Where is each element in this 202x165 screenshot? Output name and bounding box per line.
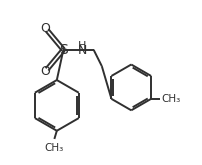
Text: CH₃: CH₃ (161, 94, 181, 104)
Text: CH₃: CH₃ (45, 143, 64, 153)
Text: O: O (40, 65, 50, 78)
Text: H: H (78, 41, 86, 51)
Text: O: O (40, 22, 50, 35)
Text: S: S (59, 43, 68, 57)
Text: N: N (78, 44, 87, 57)
